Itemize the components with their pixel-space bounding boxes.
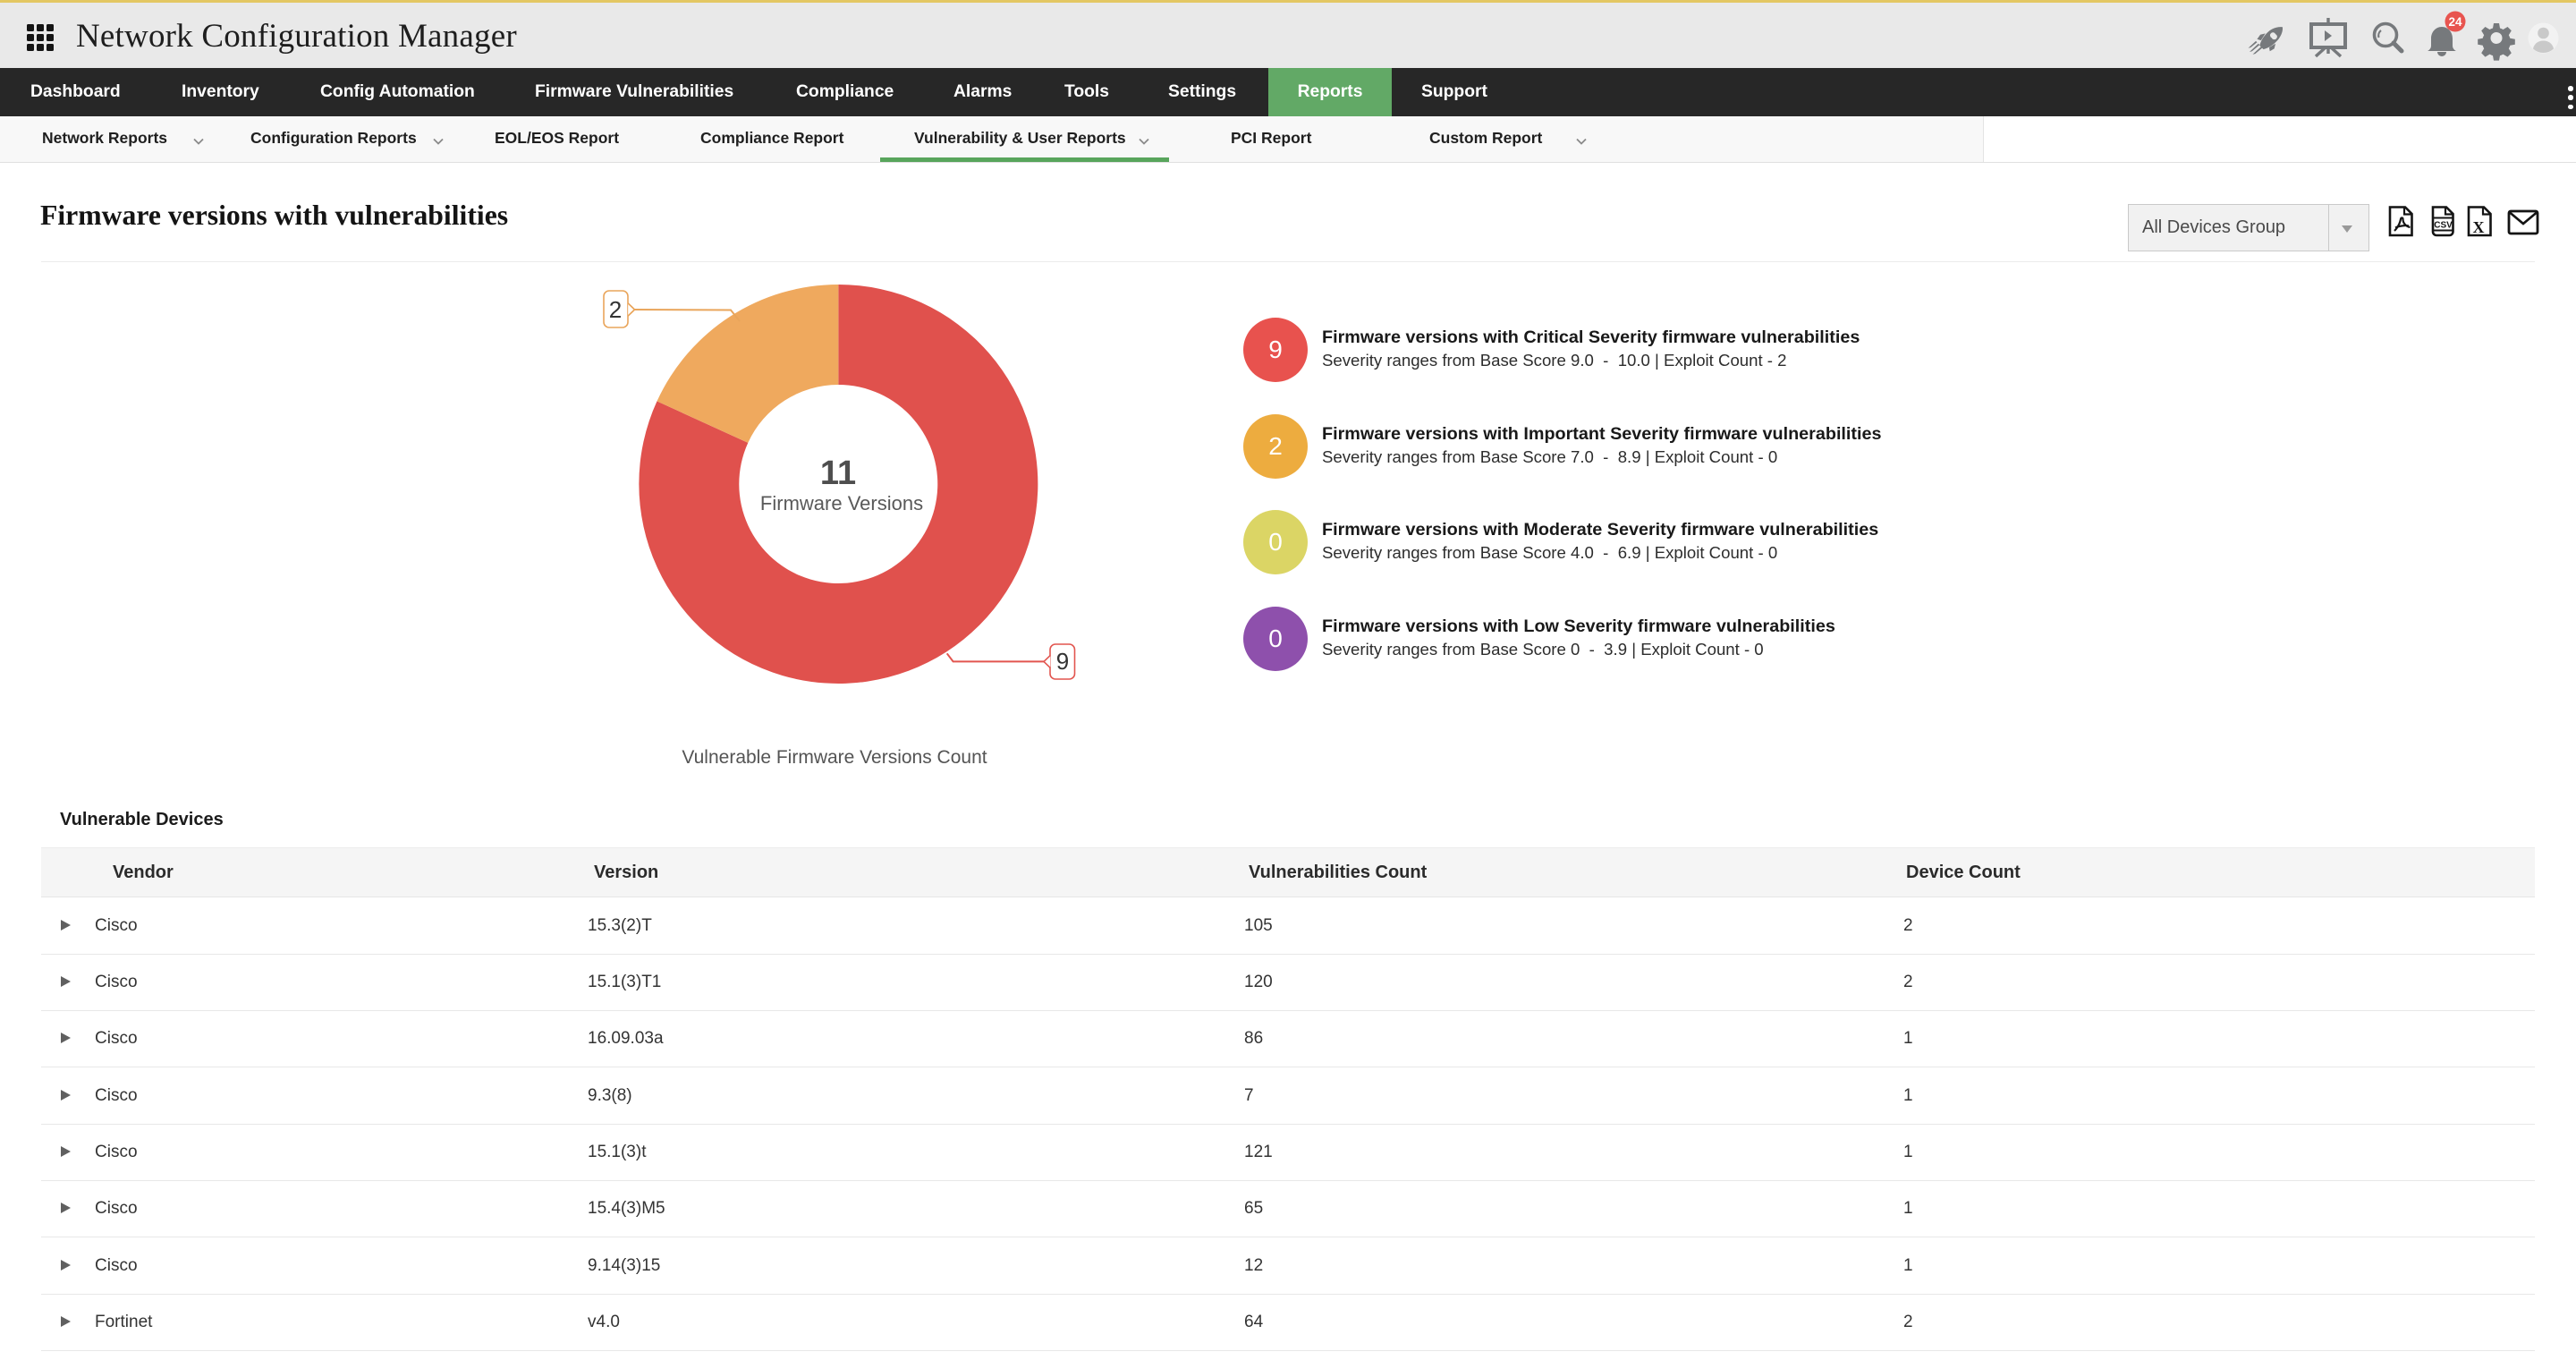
- svg-text:9: 9: [1056, 648, 1069, 675]
- svg-text:2: 2: [609, 296, 622, 323]
- svg-text:CSV: CSV: [2434, 221, 2453, 231]
- svg-text:24: 24: [2448, 15, 2462, 29]
- svg-text:X: X: [2473, 218, 2485, 236]
